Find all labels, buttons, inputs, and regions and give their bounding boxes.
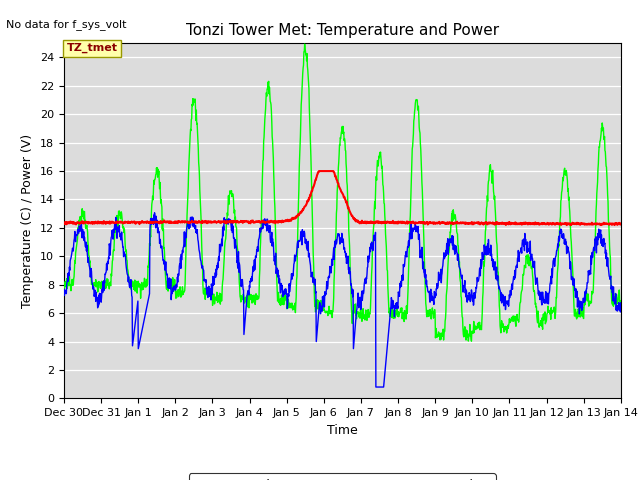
Text: No data for f_sys_volt: No data for f_sys_volt xyxy=(6,19,127,30)
Legend: Panel T, Battery V, Air T: Panel T, Battery V, Air T xyxy=(189,473,496,480)
X-axis label: Time: Time xyxy=(327,424,358,437)
Text: TZ_tmet: TZ_tmet xyxy=(67,43,118,53)
Title: Tonzi Tower Met: Temperature and Power: Tonzi Tower Met: Temperature and Power xyxy=(186,23,499,38)
Y-axis label: Temperature (C) / Power (V): Temperature (C) / Power (V) xyxy=(22,134,35,308)
